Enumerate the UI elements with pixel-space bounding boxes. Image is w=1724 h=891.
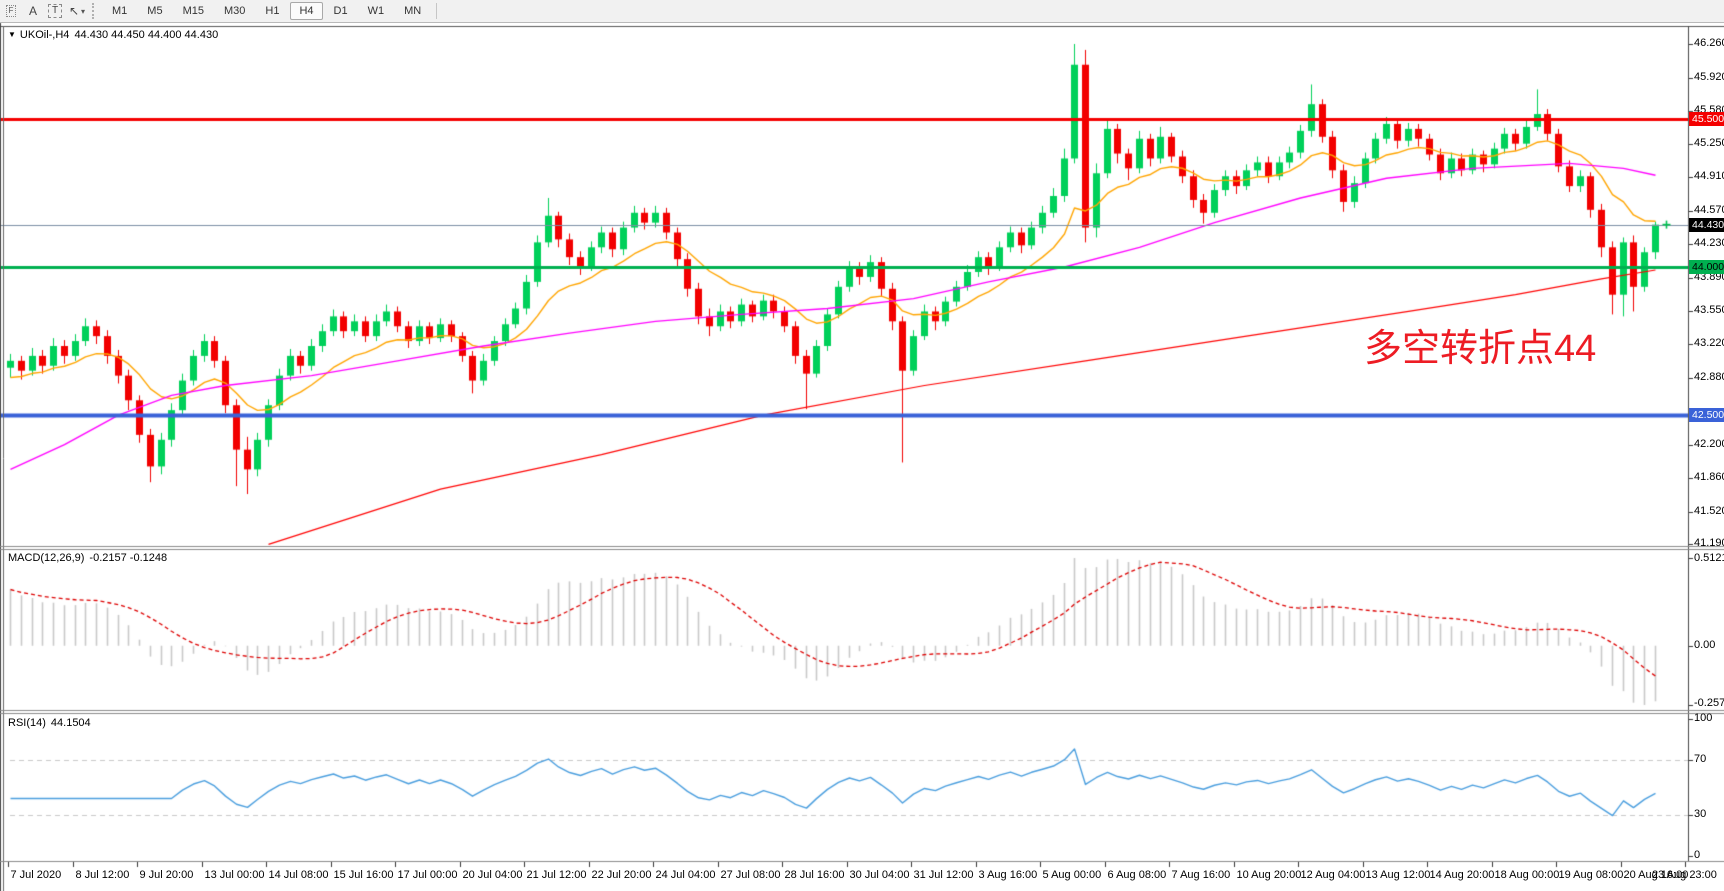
timeframe-button-D1[interactable]: D1 <box>333 5 348 17</box>
price-axis-label-44.230: 44.230 <box>1694 237 1724 249</box>
time-axis-label-14: 31 Jul 12:00 <box>913 869 974 881</box>
timeframe-button-M1[interactable]: M1 <box>112 5 128 17</box>
time-axis-label-5: 15 Jul 16:00 <box>333 869 394 881</box>
timeframe-button-M5[interactable]: M5 <box>147 5 163 17</box>
macd-axis-label-min: -0.2578 <box>1694 697 1724 709</box>
cursor-tool-icon[interactable]: ↖ ▾ <box>68 4 86 18</box>
time-axis-label-18: 7 Aug 16:00 <box>1171 869 1231 881</box>
text-label-icon[interactable]: T <box>45 2 65 20</box>
price-axis-label-41.190: 41.190 <box>1694 537 1724 549</box>
timeframe-button-H1[interactable]: H1 <box>265 5 280 17</box>
time-axis-label-17: 6 Aug 08:00 <box>1107 869 1167 881</box>
timeframe-button-W1[interactable]: W1 <box>367 5 385 17</box>
price-axis-label-42.200: 42.200 <box>1694 438 1724 450</box>
rsi-axis-label-30: 30 <box>1694 808 1707 820</box>
time-axis-label-21: 13 Aug 12:00 <box>1365 869 1431 881</box>
symbol-ohlc-values: 44.430 44.450 44.400 44.430 <box>74 29 219 41</box>
price-axis-label-41.860: 41.860 <box>1694 471 1724 483</box>
timeframe-button-M15[interactable]: M15 <box>182 5 204 17</box>
rsi-label: RSI(14) <box>8 717 46 729</box>
rsi-axis-label-0: 0 <box>1694 849 1701 861</box>
price-axis-label-43.890: 43.890 <box>1694 271 1724 283</box>
rsi-axis-label-70: 70 <box>1694 753 1707 765</box>
rsi-indicator-header: RSI(14) 44.1504 <box>8 717 91 729</box>
price-badge-42.500: 42.500 <box>1689 408 1724 422</box>
collapse-triangle-icon[interactable]: ▼ <box>8 30 16 39</box>
price-badge-45.500: 45.500 <box>1689 112 1724 126</box>
time-axis-label-1: 8 Jul 12:00 <box>75 869 130 881</box>
time-axis-label-26: 23 Aug 23:00 <box>1652 869 1717 881</box>
price-axis-label-41.520: 41.520 <box>1694 505 1724 517</box>
time-axis-label-3: 13 Jul 00:00 <box>204 869 265 881</box>
price-axis-label-44.570: 44.570 <box>1694 204 1724 216</box>
time-axis-label-13: 30 Jul 04:00 <box>849 869 910 881</box>
timeframe-button-M30[interactable]: M30 <box>223 5 246 17</box>
time-axis-label-9: 22 Jul 20:00 <box>591 869 652 881</box>
price-axis-label-45.250: 45.250 <box>1694 137 1724 149</box>
time-axis-label-12: 28 Jul 16:00 <box>784 869 845 881</box>
timeframe-button-MN[interactable]: MN <box>404 5 422 17</box>
time-axis-label-10: 24 Jul 04:00 <box>655 869 716 881</box>
time-axis-label-8: 21 Jul 12:00 <box>526 869 587 881</box>
timeframe-button-H4[interactable]: H4 <box>290 2 323 20</box>
chart-text-annotation: 多空转折点44 <box>1364 328 1597 370</box>
rsi-axis-label-100: 100 <box>1694 712 1713 724</box>
symbol-header[interactable]: ▼ UKOil-,H4 44.430 44.450 44.400 44.430 <box>8 29 218 41</box>
macd-axis-label-zero: 0.00 <box>1694 639 1716 651</box>
time-axis-label-23: 18 Aug 00:00 <box>1494 869 1560 881</box>
time-axis-label-20: 12 Aug 04:00 <box>1300 869 1366 881</box>
time-axis-label-22: 14 Aug 20:00 <box>1429 869 1495 881</box>
time-axis-label-6: 17 Jul 00:00 <box>397 869 458 881</box>
price-badge-44.430: 44.430 <box>1689 218 1724 232</box>
time-axis-label-15: 3 Aug 16:00 <box>978 869 1038 881</box>
time-axis-label-25: 20 Aug 16:00 <box>1623 869 1689 881</box>
price-badge-44.000: 44.000 <box>1689 260 1724 274</box>
symbol-name: UKOil-,H4 <box>19 29 70 41</box>
time-axis-label-11: 27 Jul 08:00 <box>720 869 781 881</box>
price-axis-label-43.550: 43.550 <box>1694 304 1724 316</box>
toolbar: F A T ↖ ▾ M1 M5 M15 M30 H1 H4 D1 W1 MN <box>0 0 1724 23</box>
font-a-icon[interactable]: A <box>28 4 37 18</box>
toolbar-grip[interactable] <box>92 3 98 19</box>
time-axis-label-24: 19 Aug 08:00 <box>1558 869 1624 881</box>
dropdown-caret-icon[interactable]: ▾ <box>81 6 86 16</box>
macd-values: -0.2157 -0.1248 <box>89 552 168 564</box>
time-axis-label-19: 10 Aug 20:00 <box>1236 869 1302 881</box>
timeframe-button-group: M1 M5 M15 M30 H1 H4 D1 W1 MN <box>102 2 431 20</box>
time-axis-label-0: 7 Jul 2020 <box>10 869 62 881</box>
macd-axis-label-max: 0.5121 <box>1694 552 1724 564</box>
price-axis-label-43.220: 43.220 <box>1694 337 1724 349</box>
grid-f-icon[interactable]: F <box>1 2 21 20</box>
time-axis-label-16: 5 Aug 00:00 <box>1042 869 1102 881</box>
price-axis-label-42.880: 42.880 <box>1694 371 1724 383</box>
price-axis-label-45.920: 45.920 <box>1694 71 1724 83</box>
rsi-value: 44.1504 <box>50 717 91 729</box>
time-axis-label-7: 20 Jul 04:00 <box>462 869 523 881</box>
macd-label: MACD(12,26,9) <box>8 552 85 564</box>
toolbar-separator <box>436 3 438 19</box>
macd-indicator-header: MACD(12,26,9) -0.2157 -0.1248 <box>8 552 167 564</box>
price-axis-label-44.910: 44.910 <box>1694 170 1724 182</box>
price-axis-label-46.260: 46.260 <box>1694 37 1724 49</box>
time-axis-label-2: 9 Jul 20:00 <box>139 869 194 881</box>
time-axis-label-4: 14 Jul 08:00 <box>268 869 329 881</box>
